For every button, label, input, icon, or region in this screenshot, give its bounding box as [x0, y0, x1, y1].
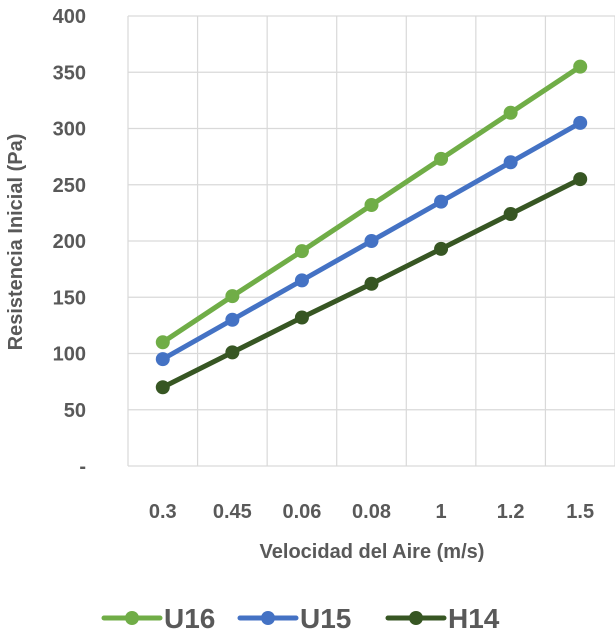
legend-label: H14: [448, 603, 500, 634]
y-tick-label: 150: [53, 287, 86, 309]
data-point-u16: [503, 105, 518, 120]
data-point-h14: [573, 172, 588, 187]
series-u16: [155, 59, 588, 350]
x-tick-label: 1.5: [566, 501, 594, 523]
data-point-h14: [294, 310, 309, 325]
data-point-h14: [155, 380, 170, 395]
legend-item-u15: U15: [237, 603, 351, 634]
y-tick-label: 200: [53, 231, 86, 253]
data-point-h14: [364, 276, 379, 291]
x-tick-label: 0.45: [213, 501, 252, 523]
x-tick-label: 0.3: [149, 501, 177, 523]
series-lines: [155, 59, 588, 395]
y-tick-label: 350: [53, 62, 86, 84]
data-point-h14: [434, 241, 449, 256]
data-point-u15: [573, 115, 588, 130]
y-axis-ticks: - 50 100 150 200 250 300 350 400: [53, 6, 86, 478]
data-point-u16: [573, 59, 588, 74]
legend-item-h14: H14: [385, 603, 500, 634]
y-tick-label: 300: [53, 119, 86, 141]
x-tick-label: 0.06: [282, 501, 321, 523]
legend: U16 U15 H14: [101, 603, 500, 634]
x-tick-label: 0.08: [352, 501, 391, 523]
data-point-u16: [225, 289, 240, 304]
series-h14: [155, 172, 588, 395]
data-point-u16: [364, 198, 379, 212]
y-axis-title: Resistencia Inicial (Pa): [5, 134, 27, 351]
legend-marker-swatch: [125, 611, 139, 625]
x-tick-label: 1.2: [497, 501, 525, 523]
legend-marker-swatch: [409, 611, 423, 625]
series-u15: [155, 115, 588, 367]
data-point-u15: [155, 352, 170, 367]
data-point-u16: [155, 335, 170, 350]
legend-item-u16: U16: [101, 603, 215, 634]
data-point-u16: [294, 244, 309, 259]
data-point-u16: [434, 151, 449, 166]
data-point-h14: [503, 207, 518, 221]
data-point-u15: [364, 234, 379, 248]
y-tick-label: -: [79, 456, 86, 478]
legend-marker-swatch: [261, 611, 275, 625]
data-point-h14: [225, 345, 240, 360]
x-axis-ticks: 0.3 0.45 0.06 0.08 1 1.2 1.5: [149, 501, 594, 523]
x-axis-title: Velocidad del Aire (m/s): [260, 541, 485, 563]
data-point-u15: [503, 155, 518, 170]
y-tick-label: 250: [53, 175, 86, 197]
data-point-u15: [434, 194, 449, 209]
y-tick-label: 50: [64, 400, 86, 422]
y-tick-label: 100: [53, 344, 86, 366]
x-tick-label: 1: [436, 501, 447, 523]
legend-label: U15: [300, 603, 351, 634]
y-tick-label: 400: [53, 6, 86, 28]
legend-label: U16: [164, 603, 215, 634]
data-point-u15: [225, 312, 240, 327]
data-point-u15: [294, 273, 309, 288]
